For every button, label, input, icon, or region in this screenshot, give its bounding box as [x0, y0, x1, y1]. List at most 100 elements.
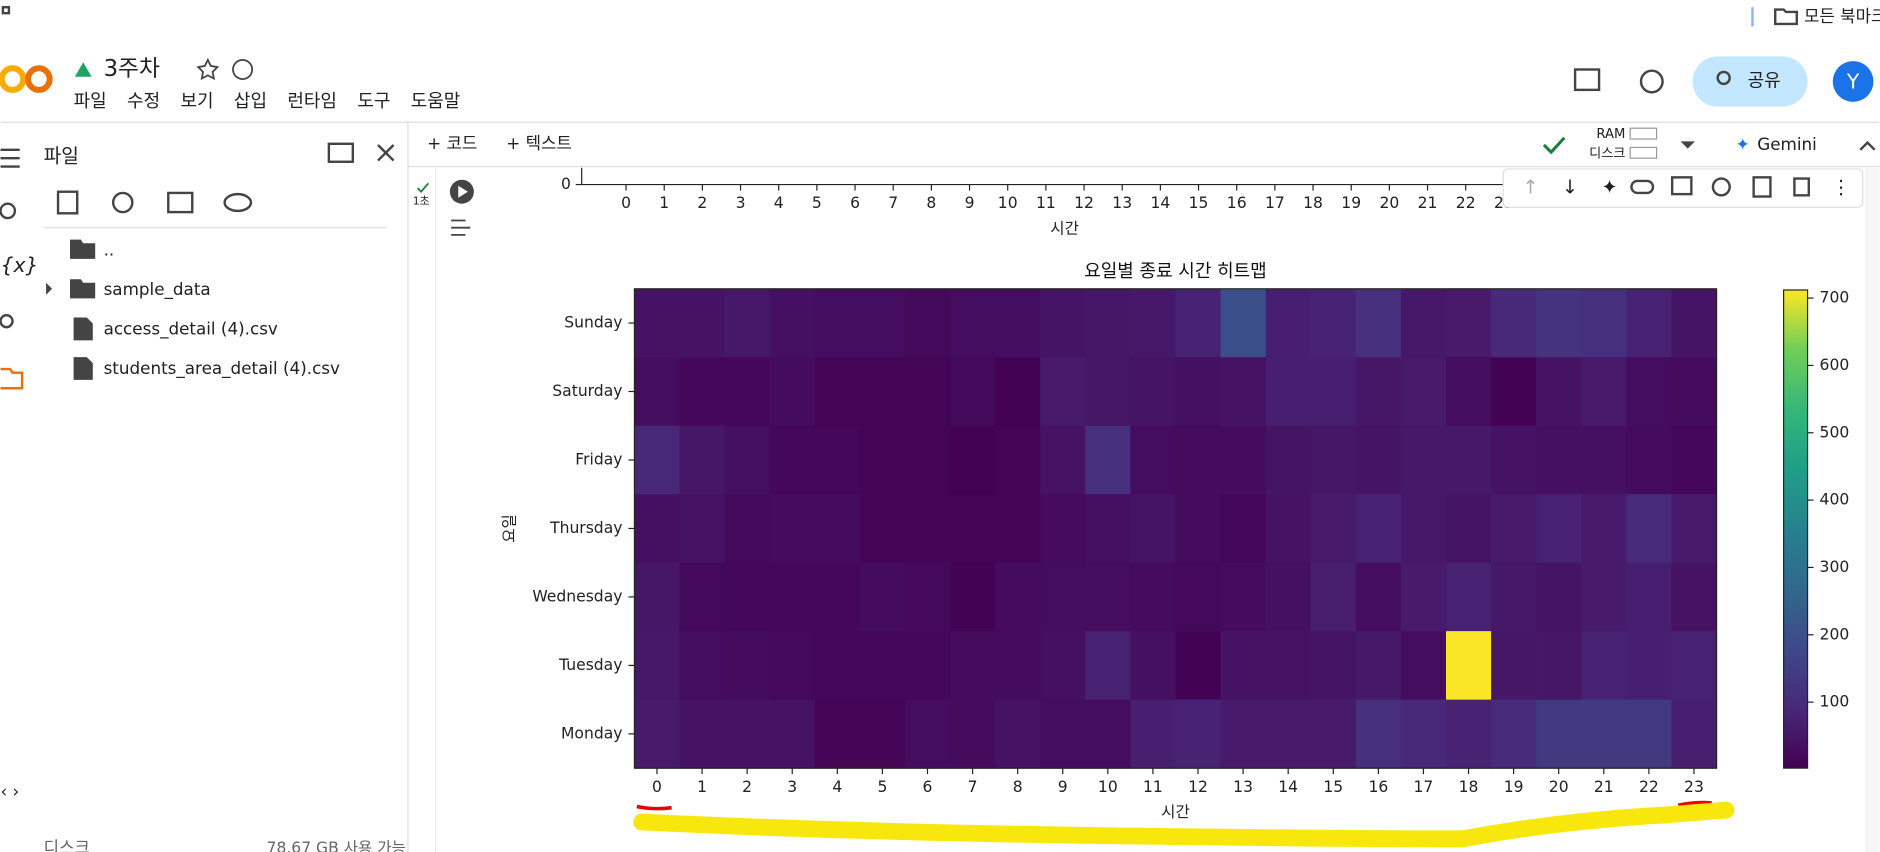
file-item[interactable]: access_detail (4).csv — [104, 319, 278, 340]
heatmap-cell — [769, 631, 816, 701]
x-tick-label: 7 — [888, 194, 898, 212]
x-tick-label: 7 — [968, 778, 978, 796]
header — [0, 0, 1880, 123]
window-icon[interactable] — [327, 142, 355, 163]
add-text[interactable]: + 텍스트 — [506, 133, 572, 153]
code-icon[interactable]: ‹ › — [1, 781, 20, 801]
scrollbar[interactable] — [1865, 167, 1880, 852]
x-tick-label: 2 — [697, 194, 707, 212]
share-button[interactable] — [1692, 56, 1808, 107]
gemini-cell[interactable]: ✦ — [1601, 176, 1617, 199]
heatmap-cell — [950, 562, 996, 632]
run-time: 1초 — [413, 194, 430, 207]
heatmap-cell — [1400, 494, 1447, 564]
drive-mount-icon[interactable] — [167, 191, 194, 214]
heatmap-cell — [950, 425, 996, 495]
x-tick-label: 2 — [742, 778, 752, 796]
x-tick-label: 19 — [1341, 194, 1361, 212]
file-item[interactable]: students_area_detail (4).csv — [104, 358, 340, 379]
heatmap-cell — [724, 562, 771, 632]
drive-icon — [74, 62, 92, 77]
heatmap-cell — [1040, 494, 1086, 564]
x-tick-label: 14 — [1150, 194, 1170, 212]
heatmap-cell — [1400, 288, 1447, 358]
file-item[interactable]: .. — [104, 239, 115, 259]
disk-label: 디스크 — [44, 837, 90, 852]
mirror-icon[interactable] — [1752, 176, 1772, 198]
x-tick-label: 10 — [1098, 778, 1118, 796]
heatmap-cell — [1400, 631, 1447, 701]
variables-icon[interactable]: {x} — [1, 253, 39, 277]
heatmap-cell — [1265, 562, 1312, 632]
move-down[interactable]: ↓ — [1562, 176, 1578, 199]
move-up[interactable]: ↑ — [1522, 176, 1538, 199]
collapse[interactable] — [1859, 140, 1876, 151]
file-icon — [73, 357, 93, 380]
heatmap-cell — [814, 562, 861, 632]
heatmap-cell — [1175, 357, 1222, 427]
x-tick-label: 18 — [1459, 778, 1479, 796]
star-icon[interactable] — [196, 57, 220, 81]
delete-icon[interactable] — [1793, 177, 1810, 197]
file-item[interactable]: sample_data — [104, 279, 211, 300]
toc-icon[interactable] — [0, 148, 20, 168]
menu-item[interactable]: 도움말 — [411, 91, 461, 112]
search-icon[interactable] — [0, 202, 17, 220]
x-tick-label: 8 — [926, 194, 936, 212]
sidebar-title: 파일 — [44, 144, 79, 167]
heatmap-cell — [1671, 631, 1718, 701]
more-icon[interactable]: ⋮ — [1832, 176, 1851, 199]
menu-item[interactable]: 도구 — [357, 91, 390, 112]
heatmap-cell — [1445, 494, 1492, 564]
gemini-button[interactable]: Gemini — [1757, 134, 1817, 154]
heatmap-cell — [1671, 562, 1718, 632]
menu-item[interactable]: 삽입 — [234, 91, 267, 112]
settings-icon[interactable] — [1639, 69, 1664, 94]
x-tick-label: 20 — [1379, 194, 1399, 212]
x-tick-label: 15 — [1189, 194, 1209, 212]
heatmap-cell — [769, 699, 816, 769]
files-icon[interactable] — [0, 367, 24, 390]
x-tick-label: 9 — [1058, 778, 1068, 796]
colorbar-tick-label: 600 — [1820, 356, 1850, 374]
disk-label: 디스크 — [1589, 145, 1625, 161]
heatmap-cell — [1626, 562, 1673, 632]
heatmap-cell — [679, 494, 726, 564]
menu-item[interactable]: 수정 — [127, 91, 160, 112]
heatmap-cell — [724, 425, 771, 495]
close-icon[interactable] — [377, 144, 395, 162]
secrets-icon[interactable] — [0, 313, 14, 329]
share-label[interactable]: 공유 — [1748, 70, 1781, 91]
bookmarks[interactable]: 모든 북마크 — [1804, 6, 1880, 26]
connected-icon — [1542, 136, 1566, 155]
x-tick-label: 3 — [787, 778, 797, 796]
link-icon[interactable] — [1630, 179, 1655, 195]
refresh-icon[interactable] — [111, 191, 134, 214]
apps-icon[interactable] — [1, 5, 11, 15]
expand-icon[interactable] — [46, 282, 53, 295]
logo — [0, 65, 27, 93]
output-icon[interactable] — [451, 219, 471, 236]
add-code[interactable]: + 코드 — [427, 133, 477, 153]
x-tick-label: 4 — [832, 778, 842, 796]
x-tick-label: 17 — [1265, 194, 1285, 212]
menu-item[interactable]: 런타임 — [287, 91, 337, 112]
heatmap-cell — [1536, 699, 1582, 769]
notebook-title[interactable]: 3주차 — [104, 56, 160, 82]
heatmap-cell — [769, 288, 816, 358]
heatmap-cell — [724, 699, 771, 769]
hide-icon[interactable] — [223, 192, 253, 213]
avatar[interactable] — [1832, 61, 1874, 102]
heatmap-cell — [1085, 425, 1131, 495]
heatmap-cell — [1040, 288, 1086, 358]
menu-item[interactable]: 보기 — [180, 91, 213, 112]
menu-item[interactable]: 파일 — [74, 91, 107, 112]
x-tick-label: 17 — [1414, 778, 1434, 796]
y-tick-label: Tuesday — [558, 656, 622, 674]
settings-icon[interactable] — [1711, 177, 1731, 197]
upload-icon[interactable] — [56, 190, 79, 215]
dropdown[interactable] — [1680, 141, 1695, 149]
comment-icon[interactable] — [1573, 68, 1601, 92]
comment-icon[interactable] — [1670, 176, 1693, 196]
